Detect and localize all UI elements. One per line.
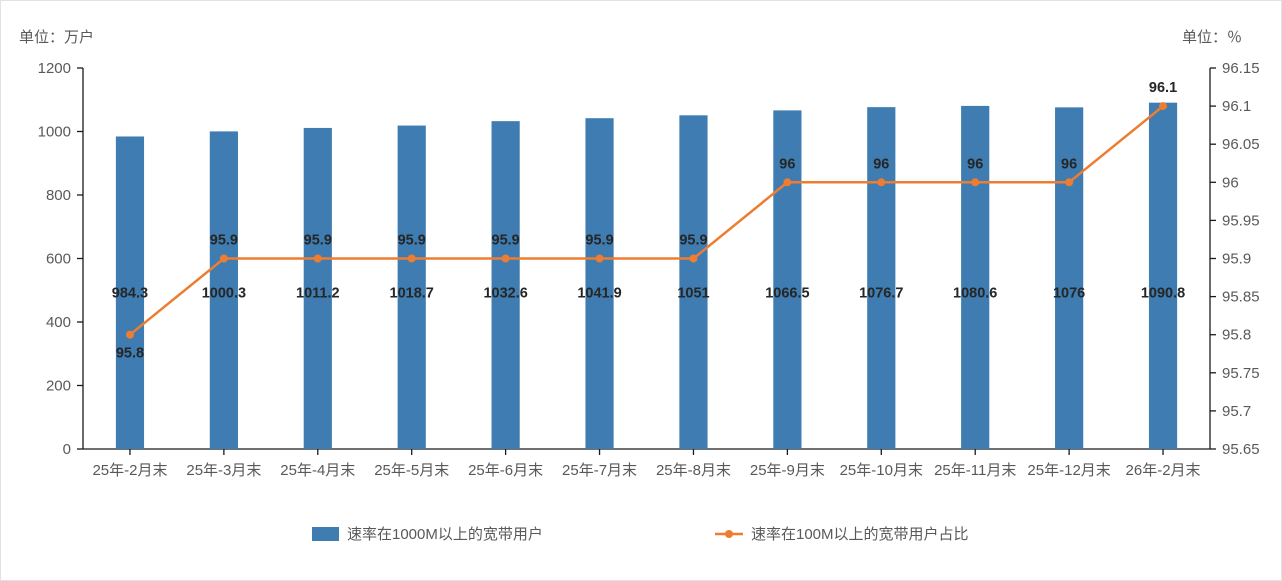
svg-text:25年-10月末: 25年-10月末 <box>840 462 923 479</box>
svg-text:95.8: 95.8 <box>116 346 144 362</box>
svg-text:25年-3月末: 25年-3月末 <box>186 462 261 479</box>
svg-text:95.9: 95.9 <box>679 233 707 249</box>
svg-text:95.9: 95.9 <box>1222 251 1251 268</box>
svg-text:800: 800 <box>46 187 71 204</box>
svg-text:95.9: 95.9 <box>304 233 332 249</box>
svg-text:96: 96 <box>1061 156 1077 172</box>
svg-text:25年-6月末: 25年-6月末 <box>468 462 543 479</box>
svg-text:96.15: 96.15 <box>1222 60 1260 77</box>
svg-text:95.75: 95.75 <box>1222 365 1260 382</box>
svg-text:95.9: 95.9 <box>210 233 238 249</box>
svg-text:96: 96 <box>779 156 795 172</box>
svg-text:95.85: 95.85 <box>1222 289 1260 306</box>
svg-text:1032.6: 1032.6 <box>483 286 527 302</box>
svg-text:400: 400 <box>46 314 71 331</box>
svg-text:25年-2月末: 25年-2月末 <box>92 462 167 479</box>
svg-text:95.9: 95.9 <box>492 233 520 249</box>
svg-text:1076: 1076 <box>1053 286 1085 302</box>
svg-text:25年-9月末: 25年-9月末 <box>750 462 825 479</box>
svg-text:1200: 1200 <box>38 60 71 77</box>
svg-text:1018.7: 1018.7 <box>390 286 434 302</box>
svg-text:25年-4月末: 25年-4月末 <box>280 462 355 479</box>
svg-text:95.8: 95.8 <box>1222 327 1251 344</box>
svg-text:1080.6: 1080.6 <box>953 286 997 302</box>
svg-text:1090.8: 1090.8 <box>1141 286 1185 302</box>
svg-text:1011.2: 1011.2 <box>296 286 340 302</box>
svg-text:96: 96 <box>967 156 983 172</box>
svg-text:96: 96 <box>873 156 889 172</box>
svg-text:96.1: 96.1 <box>1222 98 1251 115</box>
svg-text:1000: 1000 <box>38 124 71 141</box>
svg-text:200: 200 <box>46 378 71 395</box>
svg-text:1066.5: 1066.5 <box>765 286 809 302</box>
svg-text:96.1: 96.1 <box>1149 80 1177 96</box>
svg-text:95.9: 95.9 <box>585 233 613 249</box>
svg-text:95.7: 95.7 <box>1222 403 1251 420</box>
svg-text:1051: 1051 <box>677 286 709 302</box>
svg-text:25年-12月末: 25年-12月末 <box>1027 462 1110 479</box>
svg-text:95.65: 95.65 <box>1222 441 1260 458</box>
svg-text:95.9: 95.9 <box>398 233 426 249</box>
svg-text:0: 0 <box>63 441 71 458</box>
svg-text:25年-8月末: 25年-8月末 <box>656 462 731 479</box>
svg-text:96.05: 96.05 <box>1222 136 1260 153</box>
svg-text:26年-2月末: 26年-2月末 <box>1126 462 1201 479</box>
svg-text:25年-5月末: 25年-5月末 <box>374 462 449 479</box>
svg-text:96: 96 <box>1222 174 1239 191</box>
svg-text:25年-7月末: 25年-7月末 <box>562 462 637 479</box>
svg-text:95.95: 95.95 <box>1222 212 1260 229</box>
svg-text:984.3: 984.3 <box>112 286 148 302</box>
svg-text:1000.3: 1000.3 <box>202 286 246 302</box>
svg-text:1041.9: 1041.9 <box>577 286 621 302</box>
svg-text:1076.7: 1076.7 <box>859 286 903 302</box>
svg-text:600: 600 <box>46 251 71 268</box>
svg-text:25年-11月末: 25年-11月末 <box>934 462 1016 479</box>
